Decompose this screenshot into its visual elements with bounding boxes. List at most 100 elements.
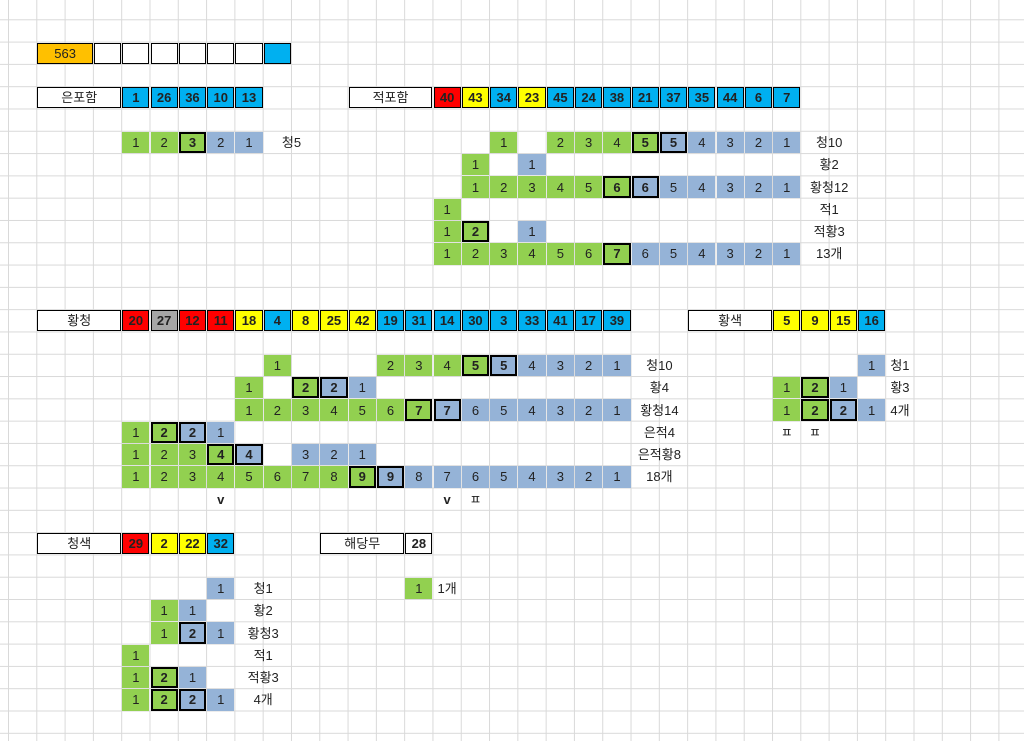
check-mark[interactable]: ㅍ (780, 424, 793, 440)
pattern-cell[interactable]: 3 (716, 131, 744, 154)
pattern-cell[interactable]: 1 (122, 444, 150, 466)
top-blank-cell[interactable] (235, 42, 263, 64)
number-cell[interactable]: 12 (178, 310, 207, 332)
pattern-cell[interactable]: 2 (150, 131, 178, 154)
pattern-cell[interactable]: 2 (292, 377, 320, 399)
number-cell[interactable]: 38 (603, 87, 631, 109)
number-cell[interactable]: 5 (773, 310, 801, 332)
number-cell[interactable]: 13 (235, 87, 263, 109)
number-cell[interactable]: 44 (716, 87, 744, 109)
pattern-cell[interactable]: 2 (829, 399, 857, 421)
pattern-cell[interactable]: 6 (631, 243, 659, 265)
pattern-cell[interactable]: 5 (546, 243, 574, 265)
pattern-cell[interactable]: 3 (178, 131, 207, 154)
number-cell[interactable]: 36 (178, 87, 207, 109)
number-cell[interactable]: 14 (433, 310, 461, 332)
pattern-label[interactable]: 4개 (253, 692, 273, 708)
pattern-label[interactable]: 청10 (815, 134, 843, 150)
number-cell[interactable]: 29 (122, 533, 150, 555)
pattern-cell[interactable]: 1 (773, 176, 801, 198)
pattern-label[interactable]: 청5 (281, 134, 302, 150)
pattern-cell[interactable]: 4 (688, 243, 716, 265)
pattern-cell[interactable]: 6 (461, 466, 490, 488)
pattern-cell[interactable]: 1 (348, 377, 376, 399)
pattern-cell[interactable]: 1 (433, 198, 461, 220)
pattern-cell[interactable]: 1 (263, 354, 291, 377)
pattern-label[interactable]: 적1 (819, 201, 839, 217)
pattern-cell[interactable]: 6 (631, 176, 659, 198)
number-cell[interactable]: 20 (122, 310, 150, 332)
pattern-cell[interactable]: 1 (603, 466, 631, 488)
pattern-cell[interactable]: 4 (688, 176, 716, 198)
top-blank-cell[interactable] (178, 42, 207, 64)
pattern-cell[interactable]: 2 (461, 243, 490, 265)
top-blank-cell[interactable] (207, 42, 235, 64)
pattern-cell[interactable]: 2 (490, 176, 518, 198)
pattern-cell[interactable]: 5 (659, 176, 688, 198)
pattern-cell[interactable]: 1 (348, 444, 376, 466)
pattern-cell[interactable]: 2 (801, 399, 829, 421)
pattern-cell[interactable]: 6 (376, 399, 405, 421)
number-cell[interactable]: 43 (461, 87, 490, 109)
pattern-cell[interactable]: 3 (490, 243, 518, 265)
pattern-cell[interactable]: 1 (207, 421, 235, 443)
number-cell[interactable]: 4 (263, 310, 291, 332)
pattern-cell[interactable]: 6 (461, 399, 490, 421)
number-cell[interactable]: 33 (518, 310, 546, 332)
pattern-label[interactable]: 황3 (890, 380, 910, 396)
pattern-cell[interactable]: 6 (575, 243, 603, 265)
pattern-cell[interactable]: 3 (292, 399, 320, 421)
number-cell[interactable]: 19 (376, 310, 405, 332)
pattern-cell[interactable]: 1 (235, 399, 263, 421)
pattern-cell[interactable]: 4 (320, 399, 348, 421)
pattern-label[interactable]: 적황3 (813, 224, 845, 240)
pattern-cell[interactable]: 1 (235, 131, 263, 154)
pattern-cell[interactable]: 7 (433, 399, 461, 421)
pattern-cell[interactable]: 1 (773, 377, 801, 399)
pattern-cell[interactable]: 1 (122, 644, 150, 666)
top-blank-cell[interactable] (122, 42, 150, 64)
pattern-cell[interactable]: 5 (490, 354, 518, 377)
number-cell[interactable]: 26 (150, 87, 178, 109)
pattern-cell[interactable]: 2 (207, 131, 235, 154)
check-mark[interactable]: v (443, 491, 451, 507)
number-cell[interactable]: 21 (631, 87, 659, 109)
pattern-cell[interactable]: 2 (150, 421, 178, 443)
pattern-label[interactable]: 13개 (815, 246, 843, 262)
number-cell[interactable]: 6 (744, 87, 773, 109)
pattern-cell[interactable]: 5 (490, 466, 518, 488)
pattern-cell[interactable]: 2 (263, 399, 291, 421)
pattern-cell[interactable]: 2 (320, 377, 348, 399)
pattern-cell[interactable]: 1 (518, 154, 546, 176)
pattern-cell[interactable]: 1 (178, 667, 207, 689)
pattern-cell[interactable]: 3 (405, 354, 433, 377)
pattern-label[interactable]: 4개 (890, 402, 910, 418)
pattern-cell[interactable]: 1 (858, 399, 886, 421)
number-cell[interactable]: 25 (320, 310, 348, 332)
number-cell[interactable]: 17 (575, 310, 603, 332)
check-mark[interactable]: ㅍ (469, 491, 482, 507)
number-cell[interactable]: 35 (688, 87, 716, 109)
pattern-cell[interactable]: 1 (773, 131, 801, 154)
pattern-cell[interactable]: 3 (546, 466, 574, 488)
pattern-cell[interactable]: 2 (744, 176, 773, 198)
pattern-cell[interactable]: 1 (207, 577, 235, 600)
pattern-label[interactable]: 1개 (437, 580, 457, 596)
pattern-label[interactable]: 황청3 (247, 625, 279, 641)
pattern-cell[interactable]: 5 (348, 399, 376, 421)
pattern-cell[interactable]: 2 (150, 466, 178, 488)
section-title-eunpoham[interactable]: 은포함 (37, 87, 122, 109)
number-cell[interactable]: 9 (801, 310, 829, 332)
pattern-label[interactable]: 황청12 (809, 179, 849, 195)
pattern-label[interactable]: 황2 (253, 603, 273, 619)
pattern-cell[interactable]: 3 (716, 176, 744, 198)
number-cell[interactable]: 1 (122, 87, 150, 109)
pattern-cell[interactable]: 3 (178, 444, 207, 466)
pattern-cell[interactable]: 4 (518, 243, 546, 265)
number-cell[interactable]: 41 (546, 310, 574, 332)
pattern-cell[interactable]: 1 (207, 622, 235, 644)
section-title-hwangcheong[interactable]: 황청 (37, 310, 122, 332)
pattern-cell[interactable]: 4 (518, 354, 546, 377)
number-cell[interactable]: 15 (829, 310, 857, 332)
number-cell[interactable]: 27 (150, 310, 178, 332)
